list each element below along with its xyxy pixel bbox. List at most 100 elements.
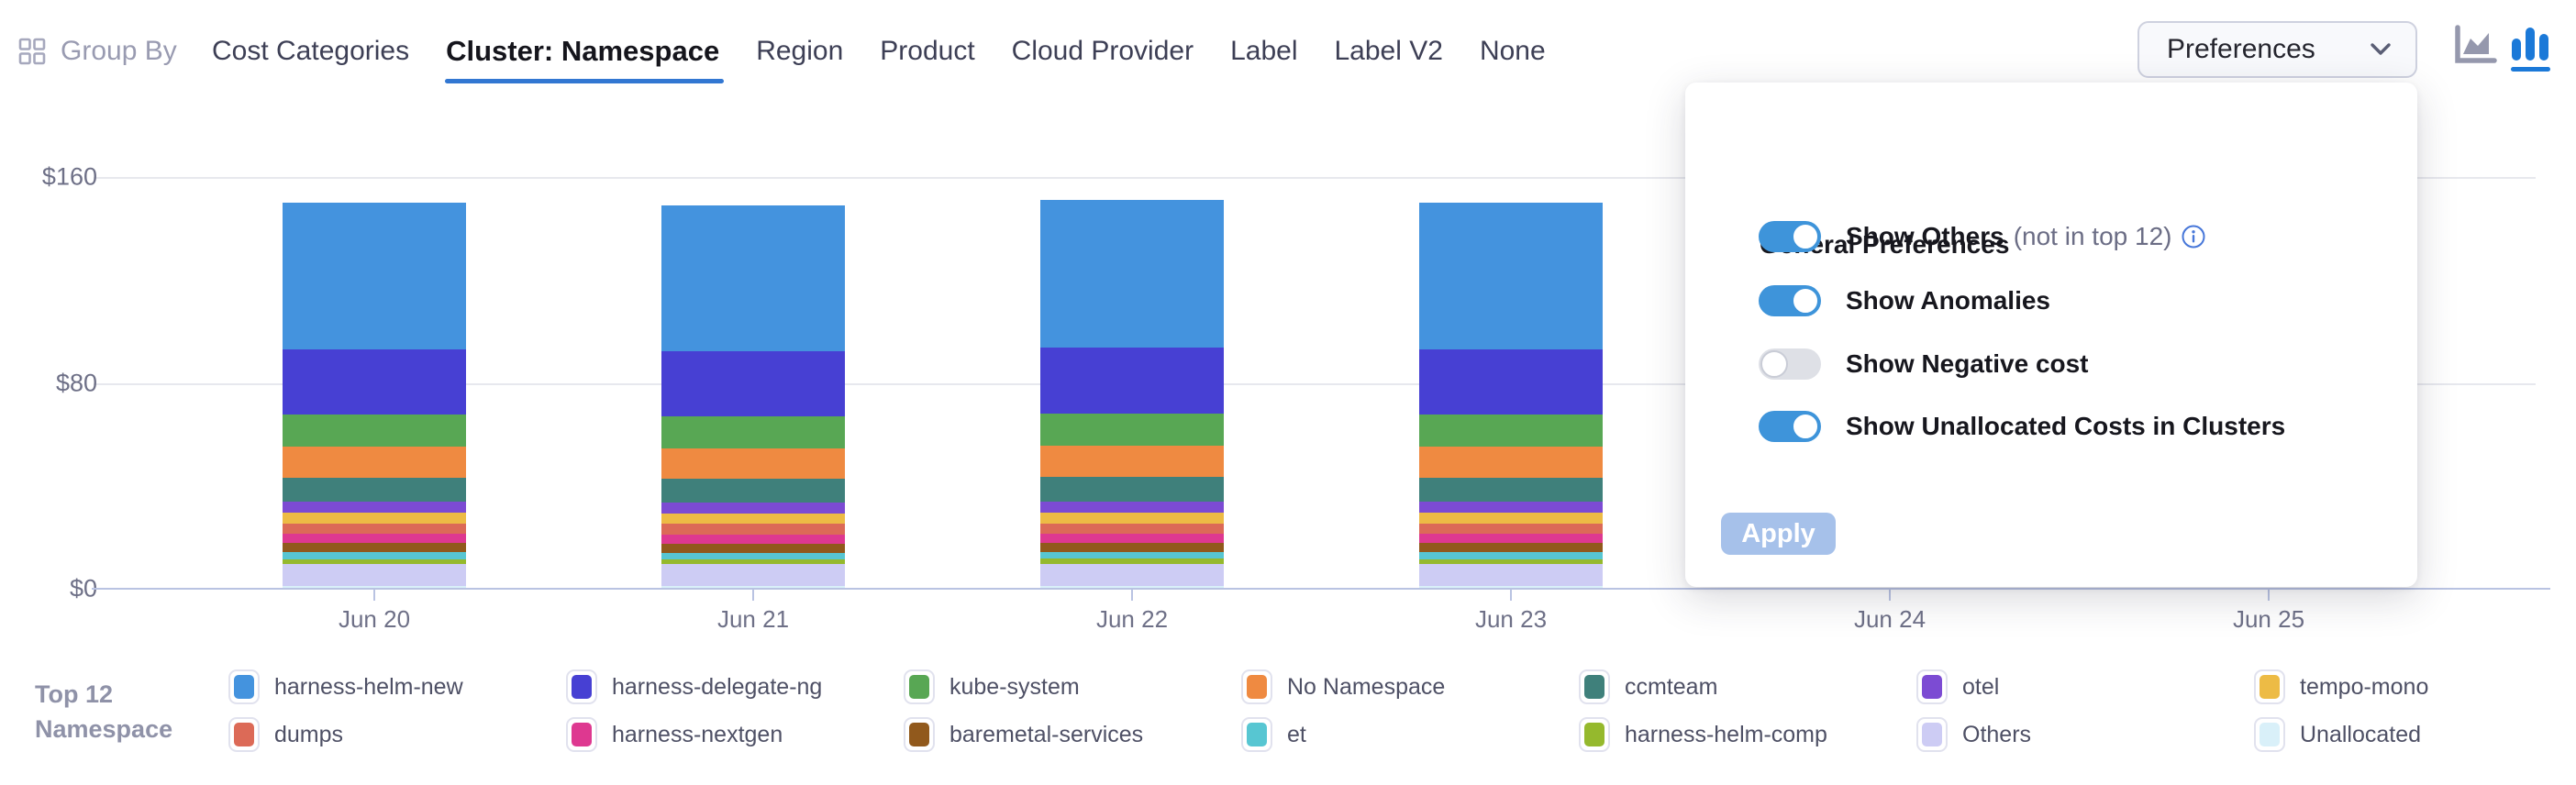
tab-none[interactable]: None bbox=[1479, 36, 1546, 66]
tab-label[interactable]: Label bbox=[1230, 36, 1298, 66]
bar-segment-tempo-mono bbox=[661, 513, 845, 525]
stacked-bar-jun-21[interactable] bbox=[661, 205, 845, 588]
legend-item-harness-nextgen[interactable]: harness-nextgen bbox=[566, 711, 904, 758]
toggle-label: Show Others bbox=[1846, 222, 2004, 250]
legend-column: kube-system baremetal-services bbox=[904, 663, 1241, 758]
tab-cost-categories[interactable]: Cost Categories bbox=[212, 36, 410, 66]
legend-item-ccmteam[interactable]: ccmteam bbox=[1579, 663, 1916, 711]
bar-segment-tempo-mono bbox=[283, 513, 466, 524]
legend-swatch-color bbox=[1922, 675, 1942, 699]
apply-button[interactable]: Apply bbox=[1721, 513, 1836, 555]
bar-segment-otel bbox=[1419, 502, 1603, 514]
tab-product[interactable]: Product bbox=[880, 36, 975, 66]
bar-segment-no-namespace bbox=[661, 448, 845, 479]
legend-swatch bbox=[1579, 669, 1610, 704]
preferences-panel: General Preferences Show Others (not in t… bbox=[1685, 83, 2417, 587]
bar-segment-baremetal-services bbox=[1419, 543, 1603, 553]
legend-item-baremetal-services[interactable]: baremetal-services bbox=[904, 711, 1241, 758]
toggle-knob bbox=[1760, 350, 1788, 378]
bar-segment-dumps bbox=[283, 523, 466, 535]
preference-row-show-unallocated-costs-in-clusters: Show Unallocated Costs in Clusters bbox=[1759, 409, 2285, 444]
group-by-grid-icon bbox=[18, 38, 46, 65]
legend-swatch bbox=[1579, 717, 1610, 752]
legend-item-harness-helm-comp[interactable]: harness-helm-comp bbox=[1579, 711, 1916, 758]
bar-segment-et bbox=[1419, 552, 1603, 559]
bar-segment-no-namespace bbox=[1040, 446, 1224, 478]
legend-item-no-namespace[interactable]: No Namespace bbox=[1241, 663, 1579, 711]
legend-swatch-color bbox=[2260, 675, 2280, 699]
legend-item-tempo-mono[interactable]: tempo-mono bbox=[2254, 663, 2576, 711]
bar-segment-others bbox=[1419, 564, 1603, 586]
legend-item-harness-helm-new[interactable]: harness-helm-new bbox=[228, 663, 566, 711]
bar-segment-ccmteam bbox=[661, 478, 845, 503]
legend-item-dumps[interactable]: dumps bbox=[228, 711, 566, 758]
stacked-bar-jun-20[interactable] bbox=[283, 202, 466, 588]
preferences-dropdown-button[interactable]: Preferences bbox=[2137, 21, 2417, 78]
preferences-label: Preferences bbox=[2167, 34, 2315, 64]
bar-segment-harness-nextgen bbox=[1419, 534, 1603, 544]
legend-swatch-color bbox=[234, 675, 254, 699]
toggle-show-unallocated-costs-in-clusters[interactable] bbox=[1759, 411, 1821, 442]
bar-segment-harness-helm-comp bbox=[661, 559, 845, 565]
tab-label-v2[interactable]: Label V2 bbox=[1334, 36, 1443, 66]
legend-item-label: harness-delegate-ng bbox=[612, 673, 823, 700]
y-gridline bbox=[94, 382, 2536, 385]
bar-chart-icon[interactable] bbox=[2510, 22, 2552, 73]
toggle-label-suffix: (not in top 12) bbox=[2013, 222, 2172, 250]
bar-segment-tempo-mono bbox=[1419, 513, 1603, 524]
bar-segment-et bbox=[1040, 552, 1224, 559]
legend-item-label: harness-helm-new bbox=[274, 673, 463, 700]
bar-segment-otel bbox=[1040, 501, 1224, 513]
bar-segment-harness-helm-new bbox=[661, 205, 845, 351]
bar-segment-harness-helm-comp bbox=[283, 558, 466, 565]
toggle-label: Show Unallocated Costs in Clusters bbox=[1846, 412, 2286, 440]
legend-item-unallocated[interactable]: Unallocated bbox=[2254, 711, 2576, 758]
bar-segment-et bbox=[661, 552, 845, 560]
tab-cluster-namespace[interactable]: Cluster: Namespace bbox=[445, 35, 725, 83]
legend-title: Top 12 Namespace bbox=[35, 677, 172, 746]
legend-swatch-color bbox=[1247, 723, 1267, 746]
legend-item-label: Others bbox=[1962, 721, 2032, 747]
x-axis-tick bbox=[373, 589, 375, 601]
legend-column: ccmteam harness-helm-comp bbox=[1579, 663, 1916, 758]
toggle-label: Show Negative cost bbox=[1846, 349, 2089, 378]
toggle-knob bbox=[1792, 287, 1819, 315]
y-gridline bbox=[94, 177, 2536, 179]
legend-item-others[interactable]: Others bbox=[1916, 711, 2254, 758]
toggle-show-negative-cost[interactable] bbox=[1759, 348, 1821, 380]
stacked-bar-jun-23[interactable] bbox=[1419, 202, 1603, 588]
legend-swatch bbox=[904, 669, 935, 704]
tab-region[interactable]: Region bbox=[756, 36, 844, 66]
x-axis-tick-label: Jun 20 bbox=[338, 605, 411, 633]
legend-item-harness-delegate-ng[interactable]: harness-delegate-ng bbox=[566, 663, 904, 711]
legend-item-et[interactable]: et bbox=[1241, 711, 1579, 758]
x-axis-tick bbox=[752, 589, 754, 601]
x-axis-tick bbox=[1510, 589, 1512, 601]
bar-segment-ccmteam bbox=[1419, 477, 1603, 503]
x-axis-tick-label: Jun 24 bbox=[1853, 605, 1926, 633]
toggle-label: Show Anomalies bbox=[1846, 286, 2051, 315]
area-chart-icon[interactable] bbox=[2451, 22, 2497, 73]
legend-item-label: kube-system bbox=[949, 673, 1080, 700]
info-icon[interactable] bbox=[2181, 224, 2206, 249]
legend-column: No Namespace et bbox=[1241, 663, 1579, 758]
x-axis-tick-label: Jun 22 bbox=[1095, 605, 1169, 633]
legend-swatch-color bbox=[1247, 675, 1267, 699]
x-axis-tick bbox=[2268, 589, 2270, 601]
legend-item-label: ccmteam bbox=[1625, 673, 1718, 700]
x-axis-tick-label: Jun 23 bbox=[1474, 605, 1548, 633]
tab-cloud-provider[interactable]: Cloud Provider bbox=[1011, 36, 1194, 66]
legend-item-kube-system[interactable]: kube-system bbox=[904, 663, 1241, 711]
bar-segment-unallocated bbox=[661, 585, 845, 588]
bar-segment-kube-system bbox=[1040, 414, 1224, 447]
legend-column: harness-helm-new dumps bbox=[228, 663, 566, 758]
legend-item-otel[interactable]: otel bbox=[1916, 663, 2254, 711]
bar-segment-harness-helm-new bbox=[1040, 199, 1224, 348]
toggle-show-anomalies[interactable] bbox=[1759, 285, 1821, 316]
bar-segment-harness-delegate-ng bbox=[1419, 348, 1603, 415]
stacked-bar-jun-22[interactable] bbox=[1040, 199, 1224, 588]
y-axis-tick-label: $0 bbox=[69, 574, 97, 603]
x-axis-tick bbox=[1131, 589, 1133, 601]
bar-segment-baremetal-services bbox=[1040, 543, 1224, 553]
toggle-show-others[interactable] bbox=[1759, 221, 1821, 252]
